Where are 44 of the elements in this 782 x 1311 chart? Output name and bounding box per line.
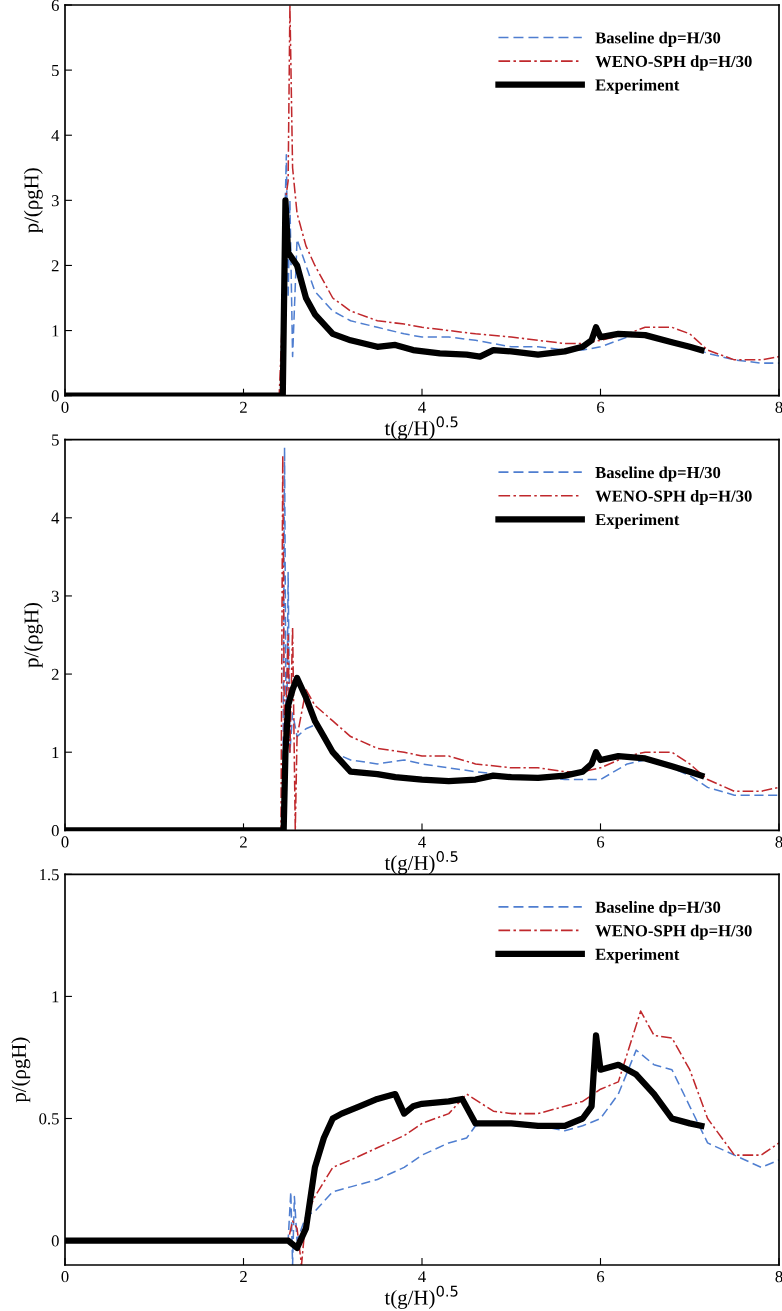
legend-label: WENO-SPH dp=H/30 [595,924,752,940]
y-tick-label: 0 [51,1235,59,1247]
y-tick-label: 0 [51,825,59,837]
y-tick-label: 2 [51,260,59,272]
y-tick-label: 5 [52,434,59,446]
y-tick-label: 3 [51,590,59,602]
y-tick-label: 2 [51,668,59,680]
x-tick-label: 0 [61,836,69,848]
y-tick-label: 0.5 [39,1113,59,1125]
y-tick-label: 1 [52,746,59,758]
x-tick-label: 2 [240,836,247,848]
x-tick-label: 2 [240,401,247,413]
x-tick-label: 6 [597,401,605,413]
x-tick-label: 8 [775,1271,782,1283]
x-tick-label: 8 [775,836,782,848]
x-tick-label: 8 [775,401,782,413]
x-tick-label: 0 [61,401,69,413]
x-tick-label: 4 [418,401,426,413]
y-tick-label: 1 [52,325,59,337]
x-axis-title: t(g/H)$^{0.5}$ [384,416,458,440]
legend-label: Baseline dp=H/30 [595,466,721,482]
legend-label: Experiment [595,513,680,529]
x-tick-label: 4 [418,1271,426,1283]
y-tick-label: 5 [52,64,59,77]
y-tick-label: 4 [51,130,60,141]
y-axis-title: p/(ρgH) [23,168,43,233]
y-tick-label: 1 [52,991,59,1003]
x-tick-label: 4 [418,836,426,848]
x-axis-title: t(g/H)$^{0.5}$ [384,1285,458,1309]
y-tick-label: 1.5 [40,869,59,881]
y-tick-label: 0 [51,390,59,402]
legend-label: WENO-SPH dp=H/30 [595,489,752,506]
x-tick-label: 2 [240,1271,247,1283]
y-axis-title: p/(ρgH) [11,1037,31,1103]
x-tick-label: 6 [597,836,605,848]
x-tick-label: 6 [597,1271,605,1283]
legend-label: Baseline dp=H/30 [595,901,721,917]
y-tick-label: 3 [51,195,59,207]
x-tick-label: 0 [61,1271,69,1283]
y-tick-label: 6 [51,0,59,11]
x-axis-title: t(g/H)$^{0.5}$ [384,851,458,875]
legend-label: Experiment [595,948,680,964]
y-axis-title: p/(ρgH) [23,602,43,668]
y-tick-label: 4 [51,512,60,524]
